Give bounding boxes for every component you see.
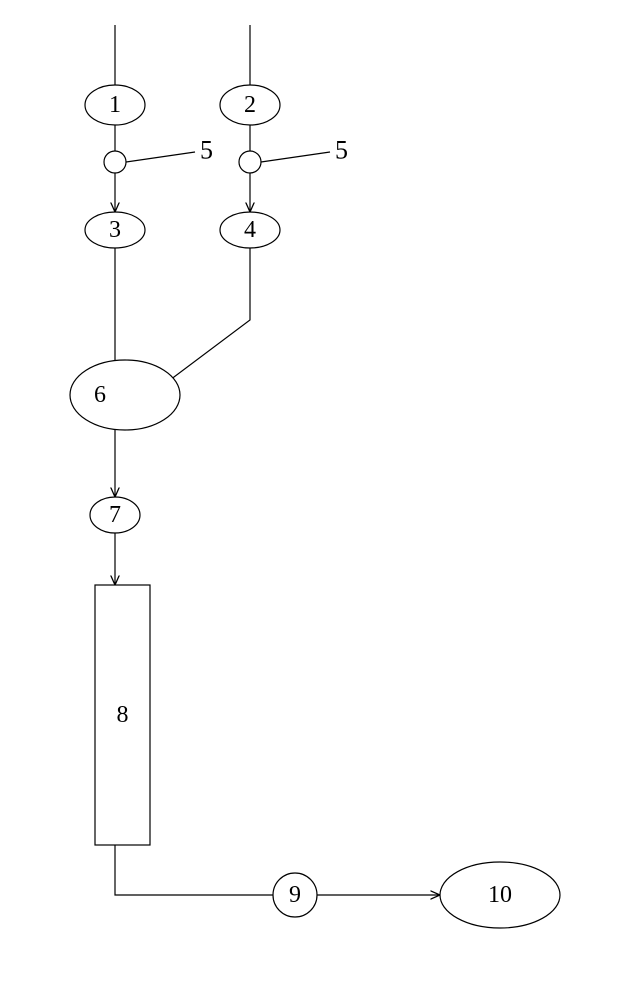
node-n5b	[239, 151, 261, 173]
leader-line	[126, 152, 195, 162]
node-label-n8: 8	[117, 702, 129, 728]
edge	[115, 845, 273, 895]
node-label-n7: 7	[109, 502, 121, 528]
node-label-n9: 9	[289, 882, 301, 908]
node-n5a	[104, 151, 126, 173]
node-n6	[70, 360, 180, 430]
node-label-n3: 3	[109, 217, 121, 243]
leader-label: 5	[335, 136, 348, 165]
node-label-n1: 1	[109, 92, 121, 118]
flowchart-canvas: 5 5 1 2 3 4 6 7 8 9 10	[0, 0, 629, 1000]
node-label-n6: 6	[94, 382, 106, 408]
leader-line	[261, 152, 330, 162]
leader-label: 5	[200, 136, 213, 165]
node-label-n10: 10	[488, 882, 512, 908]
node-label-n2: 2	[244, 92, 256, 118]
node-label-n4: 4	[244, 217, 256, 243]
